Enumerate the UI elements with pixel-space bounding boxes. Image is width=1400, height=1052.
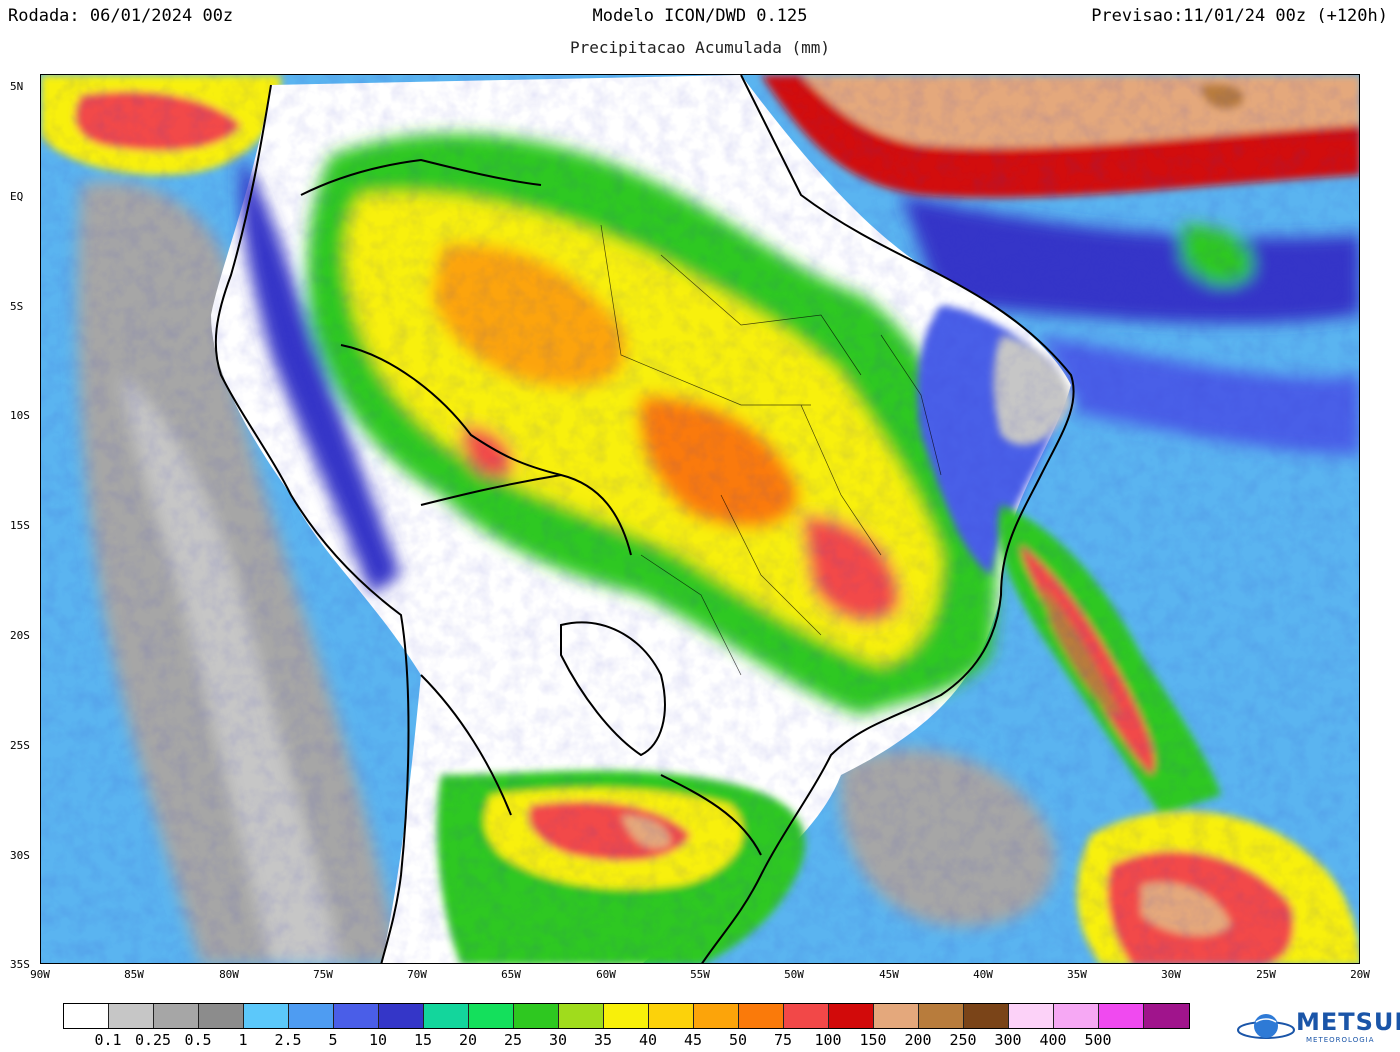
lon-label: 55W <box>690 968 710 981</box>
lat-label: 20S <box>10 629 30 642</box>
map-canvas <box>41 75 1359 963</box>
map-subtitle: Precipitacao Acumulada (mm) <box>569 38 831 57</box>
legend-label: 5 <box>328 1031 338 1049</box>
lon-label: 70W <box>407 968 427 981</box>
lat-label: EQ <box>10 190 24 203</box>
legend-label: 20 <box>458 1031 478 1049</box>
legend-swatch <box>514 1004 559 1028</box>
legend-label: 15 <box>413 1031 433 1049</box>
legend-label: 0.5 <box>184 1031 212 1049</box>
metsul-logo: METSUL METEOROLOGIA <box>1236 1008 1400 1052</box>
legend-swatch <box>289 1004 334 1028</box>
country-boundaries <box>214 75 1075 963</box>
state-boundaries <box>600 224 942 676</box>
legend-swatch <box>469 1004 514 1028</box>
legend-swatch <box>694 1004 739 1028</box>
legend-swatch <box>919 1004 964 1028</box>
legend-label: 50 <box>728 1031 748 1049</box>
legend-label: 45 <box>683 1031 703 1049</box>
legend-label: 10 <box>368 1031 388 1049</box>
legend-label: 0.1 <box>94 1031 122 1049</box>
legend-label: 100 <box>814 1031 842 1049</box>
legend-swatch <box>1144 1004 1189 1028</box>
lat-label: 30S <box>10 849 30 862</box>
west-coast-line <box>214 84 410 963</box>
legend-label: 500 <box>1084 1031 1112 1049</box>
legend-label: 250 <box>949 1031 977 1049</box>
legend-swatch <box>739 1004 784 1028</box>
lon-label: 25W <box>1256 968 1276 981</box>
lon-label: 75W <box>313 968 333 981</box>
legend-swatch <box>64 1004 109 1028</box>
legend-swatch <box>379 1004 424 1028</box>
legend-swatch <box>334 1004 379 1028</box>
legend-swatch <box>244 1004 289 1028</box>
legend-label: 2.5 <box>274 1031 302 1049</box>
lon-label: 90W <box>30 968 50 981</box>
lon-label: 60W <box>596 968 616 981</box>
model-title: Modelo ICON/DWD 0.125 <box>592 6 808 26</box>
lon-label: 20W <box>1350 968 1370 981</box>
legend-swatch <box>109 1004 154 1028</box>
legend-label: 200 <box>904 1031 932 1049</box>
lon-label: 30W <box>1161 968 1181 981</box>
lon-label: 35W <box>1067 968 1087 981</box>
legend-swatch <box>424 1004 469 1028</box>
legend-label: 150 <box>859 1031 887 1049</box>
lon-label: 50W <box>784 968 804 981</box>
logo-subtext: METEOROLOGIA <box>1306 1036 1375 1044</box>
legend-label: 0.25 <box>134 1031 172 1049</box>
lat-label: 15S <box>10 519 30 532</box>
lon-label: 80W <box>219 968 239 981</box>
lat-label: 5S <box>10 300 24 313</box>
legend-swatch <box>1099 1004 1144 1028</box>
legend-label: 1 <box>238 1031 248 1049</box>
logo-text: METSUL <box>1296 1008 1400 1036</box>
lon-label: 40W <box>973 968 993 981</box>
legend-swatch <box>559 1004 604 1028</box>
legend-label: 300 <box>994 1031 1022 1049</box>
lat-label: 5N <box>10 80 24 93</box>
lon-label: 45W <box>879 968 899 981</box>
lon-label: 85W <box>124 968 144 981</box>
precipitation-map <box>40 74 1360 964</box>
globe-icon <box>1237 1014 1295 1039</box>
legend-label: 400 <box>1039 1031 1067 1049</box>
run-date: Rodada: 06/01/2024 00z <box>8 6 234 26</box>
lat-label: 25S <box>10 739 30 752</box>
legend-label: 35 <box>593 1031 613 1049</box>
legend-swatch <box>964 1004 1009 1028</box>
legend-swatch <box>784 1004 829 1028</box>
legend-swatch <box>649 1004 694 1028</box>
legend-swatch <box>154 1004 199 1028</box>
lat-label: 10S <box>10 409 30 422</box>
noise-texture <box>41 75 1359 963</box>
legend-swatch <box>829 1004 874 1028</box>
lat-label: 35S <box>10 958 30 971</box>
legend-label: 40 <box>638 1031 658 1049</box>
legend-label: 75 <box>773 1031 793 1049</box>
legend-label: 30 <box>548 1031 568 1049</box>
legend-swatch <box>199 1004 244 1028</box>
legend-swatch <box>1009 1004 1054 1028</box>
lon-label: 65W <box>501 968 521 981</box>
legend-swatch <box>1054 1004 1099 1028</box>
legend-swatch <box>604 1004 649 1028</box>
color-scale-legend <box>63 1003 1190 1029</box>
east-coast-line <box>701 75 1075 963</box>
legend-label: 25 <box>503 1031 523 1049</box>
forecast-time: Previsao:11/01/24 00z (+120h) <box>1091 6 1388 26</box>
legend-swatch <box>874 1004 919 1028</box>
